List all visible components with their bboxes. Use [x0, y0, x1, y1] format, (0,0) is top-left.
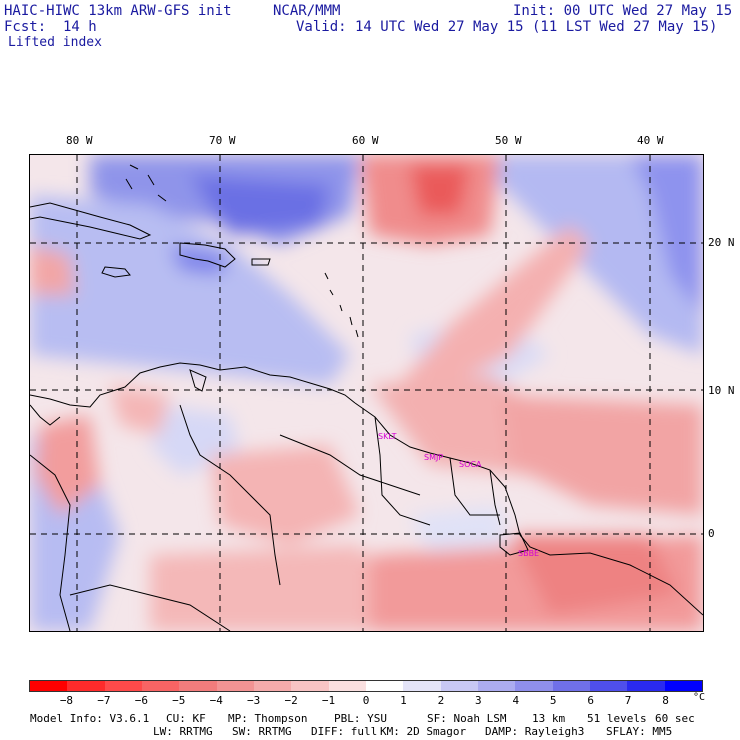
lat-label-20n: 20 N	[708, 236, 735, 249]
colorbar-tick-label: 0	[362, 694, 370, 707]
lifted-index-map	[29, 154, 704, 632]
damp-scheme: DAMP: Rayleigh3	[485, 725, 585, 738]
colorbar-cell	[141, 681, 180, 691]
lon-label-50w: 50 W	[495, 134, 522, 147]
colorbar-tick-label: −5	[172, 694, 186, 707]
pbl-scheme: PBL: YSU	[334, 712, 387, 725]
colorbar-tick-label: 7	[624, 694, 632, 707]
colorbar-tick-label: 3	[475, 694, 482, 707]
forecast-hour: Fcst: 14 h	[4, 19, 97, 35]
lon-label-60w: 60 W	[352, 134, 379, 147]
colorbar-tick-label: 1	[400, 694, 407, 707]
diff-scheme: DIFF: full	[311, 725, 378, 738]
lon-label-40w: 40 W	[637, 134, 664, 147]
colorbar-cell	[179, 681, 217, 691]
org-label: NCAR/MMM	[273, 3, 341, 19]
colorbar-cell	[403, 681, 441, 691]
colorbar-tick-label: −8	[59, 694, 74, 707]
station-smjp: SMJP	[424, 453, 444, 462]
lon-label-80w: 80 W	[66, 134, 93, 147]
colorbar-cell	[552, 681, 590, 691]
colorbar-cell	[440, 681, 478, 691]
cu-scheme: CU: KF	[166, 712, 206, 725]
colorbar-unit: °C	[693, 692, 706, 703]
colorbar-tick-label: −4	[209, 694, 223, 707]
colorbar-cell	[365, 681, 404, 691]
colorbar-tick-label: −2	[284, 694, 298, 707]
colorbar-cell	[253, 681, 292, 691]
colorbar-cell	[515, 681, 553, 691]
colorbar-cell	[328, 681, 366, 691]
colorbar-cell	[664, 681, 702, 691]
colorbar-cell	[67, 681, 105, 691]
km-scheme: KM: 2D Smagor	[380, 725, 467, 738]
colorbar-tick-label: 6	[587, 694, 594, 707]
colorbar-cell	[216, 681, 254, 691]
station-soca: SOCA	[459, 460, 482, 469]
colorbar-tick-label: 5	[549, 694, 557, 707]
time-step: 60 sec	[655, 712, 695, 725]
field-name: Lifted index	[8, 35, 102, 50]
colorbar-tick-label: 8	[662, 694, 669, 707]
mp-scheme: MP: Thompson	[228, 712, 308, 725]
valid-time: Valid: 14 UTC Wed 27 May 15 (11 LST Wed …	[296, 19, 718, 35]
colorbar-cell	[291, 681, 329, 691]
colorbar-tick-label: −1	[321, 694, 336, 707]
sf-scheme: SF: Noah LSM	[427, 712, 507, 725]
colorbar-cell	[477, 681, 516, 691]
lon-label-70w: 70 W	[209, 134, 236, 147]
resolution: 13 km	[532, 712, 566, 725]
colorbar-tick-label: −3	[247, 694, 261, 707]
colorbar-tick-label: −7	[97, 694, 111, 707]
colorbar-cell	[104, 681, 142, 691]
graticule	[30, 155, 703, 631]
map-canvas	[30, 155, 703, 631]
colorbar-cell	[30, 681, 68, 691]
model-title: HAIC-HIWC 13km ARW-GFS init	[4, 3, 232, 19]
sflay-scheme: SFLAY: MM5	[606, 725, 673, 738]
lat-label-10n: 10 N	[708, 384, 735, 397]
colorbar-cell	[589, 681, 628, 691]
lat-label-0: 0	[708, 527, 715, 540]
init-time: Init: 00 UTC Wed 27 May 15	[513, 3, 733, 19]
lw-scheme: LW: RRTMG	[153, 725, 213, 738]
colorbar-cell	[627, 681, 665, 691]
station-sbbe: SBBE	[518, 549, 540, 558]
model-info: Model Info: V3.6.1	[30, 712, 150, 725]
coastlines	[30, 164, 703, 631]
colorbar-tick-label: 2	[437, 694, 445, 707]
sw-scheme: SW: RRTMG	[232, 725, 292, 738]
colorbar-tick-label: −6	[134, 694, 148, 707]
colorbar-tick-label: 4	[512, 694, 520, 707]
colorbar	[29, 680, 703, 692]
vertical-levels: 51 levels	[587, 712, 647, 725]
station-sklt: SKLT	[378, 432, 397, 441]
